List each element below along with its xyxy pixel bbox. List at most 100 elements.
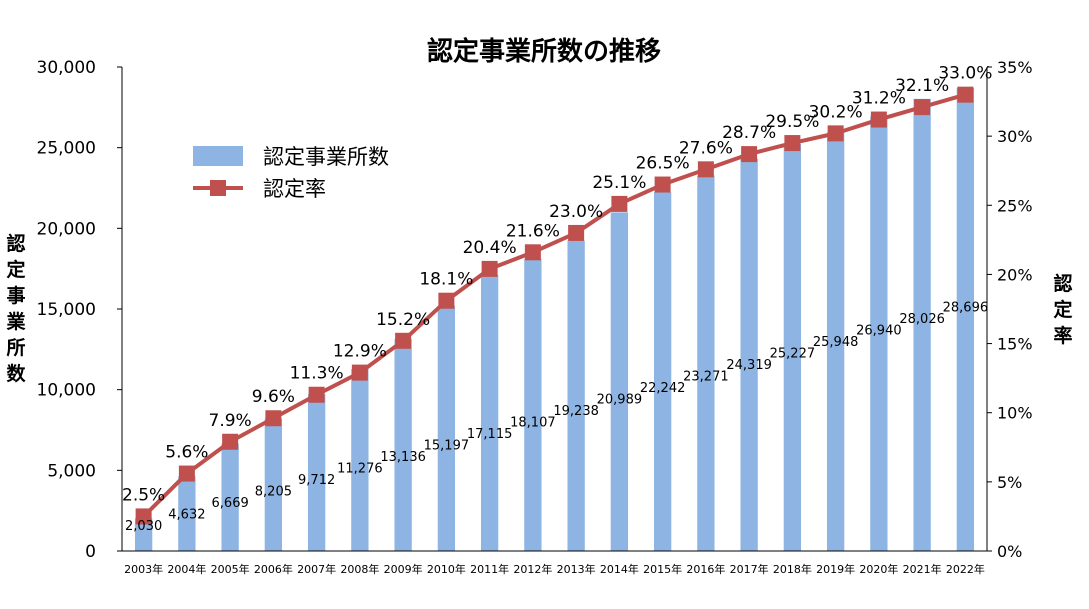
- bar: [826, 132, 845, 552]
- rate-value-label: 26.5%: [636, 154, 690, 174]
- rate-marker: [697, 161, 714, 178]
- data-label-group: 2,030 4,632 6,669 8,205 9,71211,27613,13615,…: [122, 64, 992, 534]
- y-axis-label: 認定事業所数: [5, 232, 26, 385]
- x-tick-label: 2014年: [600, 562, 639, 576]
- y2-tick-label: 20%: [997, 265, 1033, 284]
- bar-value-label: 25,227: [770, 347, 816, 362]
- y2-tick-label: 5%: [997, 473, 1022, 492]
- rate-value-label: 27.6%: [679, 138, 733, 158]
- y-axis-label-char: 定: [6, 258, 25, 281]
- rate-marker: [654, 176, 671, 193]
- bar: [567, 240, 585, 551]
- rate-value-label: 21.6%: [506, 221, 560, 241]
- x-tick-label: 2020年: [859, 562, 898, 576]
- y-tick-label: 10,000: [37, 381, 96, 401]
- rate-value-label: 15.2%: [376, 310, 430, 330]
- rate-marker: [914, 99, 931, 116]
- rate-value-label: 29.5%: [765, 112, 819, 132]
- x-tick-label: 2022年: [946, 562, 985, 576]
- rate-marker: [265, 410, 282, 427]
- bar-value-label: 22,242: [640, 381, 686, 396]
- x-tick-label: 2007年: [297, 562, 336, 576]
- bar: [870, 116, 888, 552]
- rate-marker: [178, 465, 195, 482]
- rate-marker: [135, 508, 152, 525]
- bar: [307, 394, 326, 551]
- bar-value-label: 13,136: [380, 450, 426, 465]
- x-tick-label: 2010年: [427, 562, 466, 576]
- rate-marker: [524, 244, 541, 261]
- y-tick-label: 25,000: [37, 139, 96, 159]
- y2-axis-label-char: 率: [1053, 324, 1072, 347]
- bar: [178, 476, 196, 551]
- rate-marker: [438, 292, 455, 309]
- x-tick-label: 2004年: [167, 562, 206, 576]
- rate-value-label: 25.1%: [592, 173, 646, 193]
- rate-value-label: 9.6%: [252, 387, 295, 407]
- bar-value-label: 4,632: [168, 508, 205, 523]
- bar: [697, 175, 715, 551]
- rate-marker: [308, 386, 325, 403]
- rate-marker: [741, 146, 758, 163]
- bar: [437, 305, 456, 551]
- y-axis-label-char: 業: [5, 310, 26, 333]
- x-tick-label: 2017年: [730, 562, 769, 576]
- rate-value-label: 11.3%: [290, 364, 344, 384]
- rate-marker: [827, 125, 844, 142]
- x-tick-label: 2018年: [773, 562, 812, 576]
- y2-tick-label: 0%: [997, 542, 1022, 561]
- y2-tick-label: 10%: [997, 404, 1033, 423]
- rate-value-label: 2.5%: [122, 485, 165, 505]
- rate-line-group: [135, 86, 974, 525]
- y2-axis-label: 認定率: [1053, 272, 1072, 347]
- x-tick-label: 2013年: [557, 562, 596, 576]
- x-tick-label: 2012年: [513, 562, 552, 576]
- bar-value-label: 18,107: [510, 416, 556, 431]
- bar: [610, 212, 629, 551]
- bar: [783, 144, 802, 551]
- y-tick-label: 15,000: [37, 300, 96, 320]
- y-axis-label-char: 所: [6, 337, 25, 359]
- bar-value-label: 19,238: [553, 404, 599, 419]
- y-tick-label: 20,000: [37, 219, 96, 239]
- bar-value-label: 28,026: [899, 312, 945, 327]
- rate-marker: [395, 332, 412, 349]
- y2-tick-label: 35%: [997, 58, 1033, 77]
- bar: [351, 369, 369, 551]
- axes-group: 0 5,000 10,000 15,000 20,000 25,000 30,000 0% 5%…: [37, 58, 1033, 576]
- bar: [956, 88, 975, 551]
- bar: [653, 192, 672, 551]
- rate-marker: [351, 364, 368, 381]
- bar: [740, 158, 758, 551]
- bar-value-label: 26,940: [856, 324, 902, 339]
- y-tick-label: 30,000: [37, 58, 96, 78]
- x-tick-label: 2008年: [340, 562, 379, 576]
- bar-value-label: 8,205: [255, 485, 292, 500]
- x-tick-label: 2009年: [384, 562, 423, 576]
- bar-value-label: 28,696: [943, 301, 989, 316]
- bar-value-label: 25,948: [813, 335, 859, 350]
- rate-value-label: 28.7%: [722, 123, 776, 143]
- rate-marker: [568, 224, 585, 241]
- rate-marker: [481, 260, 498, 277]
- y-tick-label: 0: [85, 542, 96, 562]
- bar-value-label: 23,271: [683, 370, 729, 385]
- rate-value-label: 31.2%: [852, 89, 906, 109]
- y2-axis-label-char: 定: [1053, 298, 1072, 321]
- rate-value-label: 32.1%: [895, 76, 949, 96]
- x-tick-label: 2015年: [643, 562, 682, 576]
- rate-marker: [957, 86, 974, 103]
- y-axis-label-char: 数: [6, 362, 26, 385]
- bar: [913, 98, 931, 551]
- bar-value-label: 11,276: [337, 462, 383, 477]
- y-axis-label-char: 認: [6, 232, 25, 255]
- legend-line-label: 認定率: [263, 177, 326, 201]
- y-axis-label-char: 事: [6, 284, 25, 307]
- rate-value-label: 12.9%: [333, 342, 387, 362]
- y2-tick-label: 15%: [997, 335, 1033, 354]
- rate-marker: [784, 135, 801, 152]
- bar-value-label: 6,669: [212, 496, 249, 511]
- rate-value-label: 33.0%: [938, 64, 992, 84]
